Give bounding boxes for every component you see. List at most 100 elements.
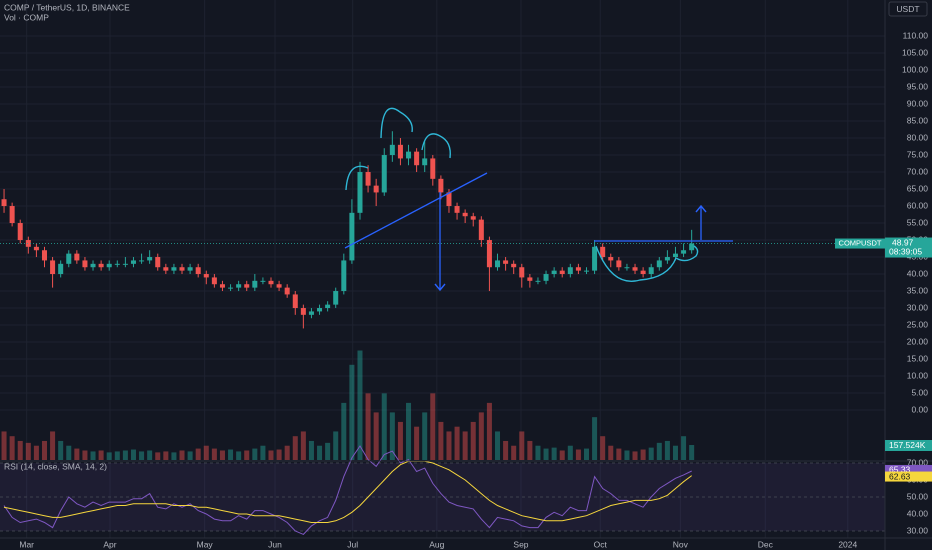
volume-bar <box>195 448 201 460</box>
candle-body <box>478 219 484 241</box>
y-tick-label: 0.00 <box>911 404 928 414</box>
candle-body <box>357 172 363 213</box>
volume-bar <box>1 431 7 460</box>
candle-body <box>397 144 403 159</box>
volume-bar <box>640 449 646 460</box>
volume-bar <box>478 412 484 460</box>
candle-body <box>389 144 395 156</box>
volume-bar <box>163 451 169 460</box>
candle-body <box>543 274 549 281</box>
volume-bar <box>486 402 492 460</box>
candle-body <box>50 260 56 275</box>
currency-label[interactable]: USDT <box>896 4 919 14</box>
candle-body <box>341 260 347 292</box>
candle-body <box>333 291 339 305</box>
volume-bar <box>66 445 72 460</box>
volume-bar <box>664 440 670 460</box>
candle-body <box>664 257 670 261</box>
volume-bar <box>114 451 120 460</box>
volume-bar <box>381 393 387 460</box>
candle-body <box>656 260 662 268</box>
countdown-label: 08:39:05 <box>889 246 922 256</box>
y-tick-label: 85.00 <box>907 115 929 125</box>
volume-bar <box>179 450 185 460</box>
volume-bar <box>268 450 274 460</box>
volume-bar <box>300 431 306 460</box>
volume-bar <box>341 402 347 460</box>
volume-bar <box>527 440 533 460</box>
symbol-tag-label: COMPUSDT <box>839 239 882 248</box>
volume-bar <box>219 450 225 460</box>
candle-body <box>300 308 306 315</box>
candle-body <box>624 267 630 269</box>
volume-bar <box>600 436 606 460</box>
y-tick-label: 40.00 <box>907 268 929 278</box>
candle-body <box>567 267 573 275</box>
volume-bar <box>187 451 193 460</box>
rsi-value-label: 62.63 <box>889 471 911 481</box>
candle-body <box>90 263 96 268</box>
rsi-line <box>3 445 692 535</box>
candle-body <box>583 270 590 272</box>
volume-bar <box>308 440 314 460</box>
volume-bar <box>203 445 209 460</box>
volume-bar <box>422 412 428 460</box>
volume-bar <box>122 450 128 460</box>
rsi-tick-label: 40.00 <box>907 508 929 518</box>
candle-body <box>689 243 695 251</box>
candle-body <box>640 270 646 275</box>
volume-bar <box>446 431 452 460</box>
volume-bar <box>90 451 96 460</box>
volume-bar <box>438 421 444 460</box>
target-arrow-head <box>434 283 446 292</box>
x-tick-label: Aug <box>429 539 444 549</box>
volume-bar <box>583 448 590 460</box>
volume-bar <box>276 449 282 460</box>
candle-body <box>503 260 509 264</box>
x-tick-label: Jun <box>268 539 282 549</box>
breakout-arrow-head <box>695 204 707 213</box>
candle-body <box>171 267 177 271</box>
candle-body <box>422 158 428 166</box>
volume-bar <box>454 426 460 460</box>
currency-button[interactable] <box>888 1 928 17</box>
candle-body <box>648 267 654 275</box>
volume-bar <box>155 452 161 460</box>
candle-body <box>219 284 225 288</box>
candle-body <box>122 263 128 265</box>
volume-tag-label: 157.524K <box>889 440 926 450</box>
candle-body <box>551 270 557 275</box>
volume-bar <box>503 440 509 460</box>
candle-body <box>179 267 185 271</box>
volume-bar <box>608 445 614 460</box>
candle-layer <box>0 131 885 329</box>
candle-body <box>430 158 436 179</box>
price-tag-label: 48.97 <box>892 237 914 247</box>
y-tick-label: 35.00 <box>907 285 929 295</box>
candle-body <box>203 274 209 278</box>
volume-bar <box>616 448 622 460</box>
y-tick-label: 10.00 <box>907 370 929 380</box>
x-tick-label: Jul <box>347 539 358 549</box>
volume-bar <box>147 450 153 460</box>
candle-body <box>82 260 88 268</box>
candle-body <box>608 257 614 261</box>
rsi-tick-label: 50.00 <box>907 491 929 501</box>
candle-body <box>381 155 387 193</box>
chart-title: COMP / TetherUS, 1D, BINANCE <box>4 2 130 12</box>
volume-bar <box>365 393 371 460</box>
candle-body <box>373 185 379 193</box>
candle-body <box>155 257 161 268</box>
candle-body <box>114 263 120 265</box>
volume-bar <box>236 451 242 460</box>
volume-bar <box>74 448 80 460</box>
rsi-band <box>0 463 885 532</box>
volume-bar <box>244 450 250 460</box>
candle-body <box>349 212 355 261</box>
y-tick-label: 5.00 <box>911 387 928 397</box>
volume-bar <box>333 431 339 460</box>
volume-bar <box>551 447 557 460</box>
y-tick-label: 100.00 <box>902 64 928 74</box>
